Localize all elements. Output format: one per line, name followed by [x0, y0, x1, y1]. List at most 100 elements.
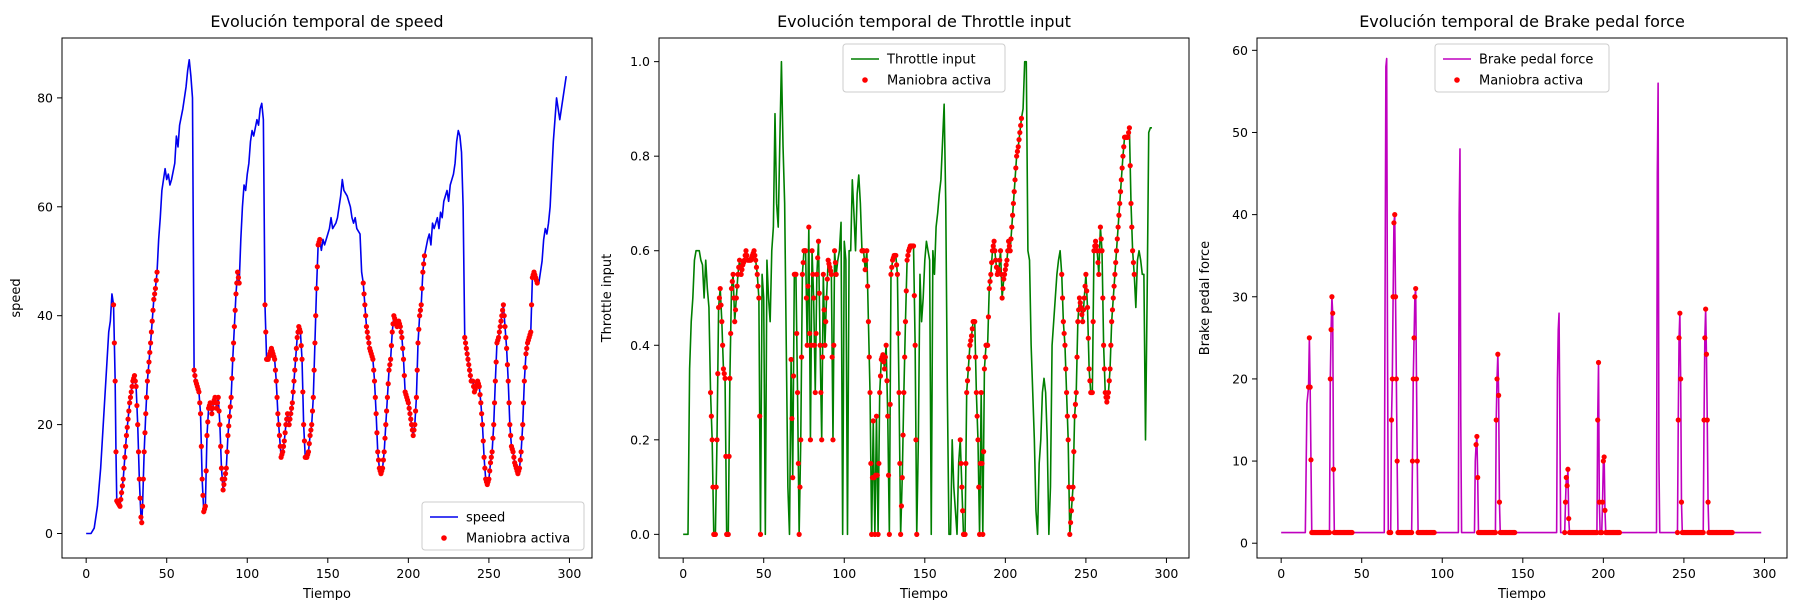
x-tick-label: 100: [235, 566, 259, 581]
scatter-point: [877, 373, 884, 379]
y-axis-label: Brake pedal force: [1198, 241, 1213, 355]
scatter-point: [788, 356, 794, 363]
scatter-point: [307, 432, 313, 439]
scatter-point: [216, 408, 222, 414]
scatter-point: [479, 422, 486, 428]
scatter-point: [819, 354, 826, 360]
scatter-point: [113, 449, 119, 455]
scatter-point: [480, 438, 486, 444]
scatter-point: [129, 383, 135, 390]
scatter-point: [462, 334, 468, 341]
scatter-point: [400, 345, 406, 351]
scatter-point: [966, 354, 972, 360]
x-tick-label: 150: [316, 566, 340, 581]
scatter-point: [736, 257, 743, 263]
scatter-point: [1068, 519, 1074, 526]
scatter-point: [313, 313, 319, 319]
scatter-point: [1015, 144, 1021, 150]
scatter-point: [979, 460, 985, 467]
scatter-point: [978, 389, 984, 396]
scatter-point: [144, 378, 150, 384]
legend-label: Brake pedal force: [1479, 53, 1593, 68]
scatter-point: [139, 520, 145, 526]
scatter-point: [1495, 351, 1501, 357]
scatter-point: [874, 472, 880, 478]
scatter-point: [893, 252, 899, 259]
scatter-point: [210, 405, 216, 411]
y-tick-label: 1.0: [630, 54, 650, 69]
scatter-point: [743, 248, 749, 254]
scatter-point: [360, 280, 366, 286]
scatter-point: [225, 432, 231, 439]
scatter-point: [902, 319, 909, 325]
scatter-point: [811, 295, 817, 301]
x-tick-label: 300: [1155, 566, 1179, 581]
scatter-point: [518, 449, 524, 455]
scatter-point: [1599, 499, 1606, 505]
scatter-point: [1327, 376, 1333, 382]
scatter-point: [975, 437, 981, 443]
scatter-point: [305, 449, 312, 455]
scatter-point: [997, 248, 1004, 254]
legend-box: [421, 501, 585, 551]
scatter-point: [1702, 335, 1708, 341]
y-tick-label: 0.4: [630, 338, 650, 353]
scatter-point: [1063, 389, 1070, 396]
scatter-point: [967, 342, 973, 348]
scatter-point: [528, 302, 535, 308]
scatter-point: [899, 475, 905, 481]
scatter-point: [1492, 529, 1499, 536]
scatter-point: [467, 372, 473, 379]
scatter-point: [1060, 319, 1066, 325]
scatter-point: [521, 378, 527, 384]
scatter-point: [287, 416, 293, 422]
scatter-point: [374, 430, 380, 436]
scatter-point: [812, 389, 818, 396]
scatter-point: [866, 354, 872, 360]
scatter-point: [401, 372, 407, 379]
scatter-point: [1072, 413, 1078, 419]
scatter-point: [134, 402, 140, 409]
scatter-point: [803, 295, 810, 301]
scatter-point: [197, 411, 204, 417]
scatter-point: [420, 269, 426, 275]
scatter-point: [728, 285, 735, 292]
scatter-point: [819, 437, 825, 443]
scatter-point: [218, 443, 224, 449]
scatter-point: [867, 389, 873, 396]
scatter-point: [281, 438, 287, 444]
scatter-point: [289, 400, 295, 406]
scatter-point: [153, 277, 159, 283]
scatter-point: [739, 267, 745, 273]
scatter-point: [152, 291, 158, 297]
scatter-point: [1413, 285, 1419, 292]
scatter-point: [481, 454, 487, 460]
scatter-point: [1087, 378, 1093, 384]
scatter-point: [298, 343, 304, 349]
scatter-point: [719, 319, 725, 325]
scatter-point: [823, 295, 830, 301]
scatter-point: [831, 248, 838, 254]
scatter-point: [1062, 342, 1068, 348]
scatter-point: [123, 443, 129, 449]
x-tick-label: 200: [993, 566, 1017, 581]
scatter-point: [516, 465, 523, 471]
scatter-point: [980, 531, 986, 537]
scatter-point: [715, 371, 721, 377]
scatter-point: [221, 481, 227, 488]
scatter-point: [1013, 165, 1019, 171]
scatter-point: [1394, 458, 1400, 464]
scatter-point: [1101, 366, 1108, 372]
scatter-point: [151, 296, 157, 302]
scatter-point: [1059, 271, 1065, 277]
scatter-point: [1678, 499, 1685, 505]
scatter-point: [488, 454, 494, 460]
scatter-point: [417, 307, 424, 313]
scatter-point: [231, 323, 237, 330]
scatter-point: [809, 248, 815, 254]
scatter-point: [117, 503, 123, 509]
y-tick-label: 20: [37, 417, 53, 432]
y-axis-label: speed: [9, 278, 24, 317]
scatter-point: [985, 314, 992, 320]
scatter-point: [291, 378, 297, 384]
